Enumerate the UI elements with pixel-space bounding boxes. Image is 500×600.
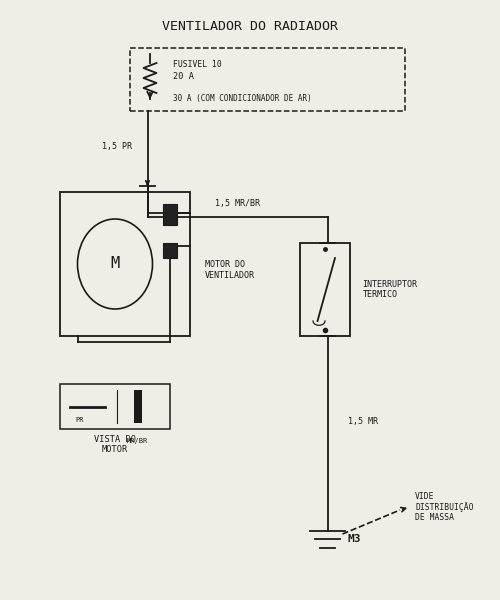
Text: INTERRUPTOR
TERMICO: INTERRUPTOR TERMICO bbox=[362, 280, 418, 299]
Text: M: M bbox=[110, 256, 120, 271]
Bar bbox=[300, 243, 350, 336]
Text: 20 A: 20 A bbox=[172, 72, 194, 81]
Text: M3: M3 bbox=[348, 535, 361, 544]
Text: MOTOR DO
VENTILADOR: MOTOR DO VENTILADOR bbox=[205, 260, 255, 280]
Bar bbox=[163, 244, 177, 258]
Text: PR: PR bbox=[76, 418, 84, 424]
Bar bbox=[163, 204, 177, 225]
Text: 1,5 MR/BR: 1,5 MR/BR bbox=[215, 199, 260, 208]
Text: MR/BR: MR/BR bbox=[127, 438, 148, 444]
Bar bbox=[130, 48, 405, 111]
Bar bbox=[134, 390, 141, 423]
Bar bbox=[60, 192, 190, 336]
Text: 1,5 MR: 1,5 MR bbox=[348, 417, 378, 426]
Text: 1,5 PR: 1,5 PR bbox=[102, 142, 132, 151]
Text: VENTILADOR DO RADIADOR: VENTILADOR DO RADIADOR bbox=[162, 20, 338, 34]
Text: VIDE
DISTRIBUIÇÃO
DE MASSA: VIDE DISTRIBUIÇÃO DE MASSA bbox=[415, 491, 474, 523]
Bar bbox=[60, 384, 170, 429]
Text: 30 A (COM CONDICIONADOR DE AR): 30 A (COM CONDICIONADOR DE AR) bbox=[172, 94, 311, 103]
Text: VISTA DO
MOTOR: VISTA DO MOTOR bbox=[94, 435, 136, 454]
Text: FUSIVEL 10: FUSIVEL 10 bbox=[172, 61, 222, 70]
